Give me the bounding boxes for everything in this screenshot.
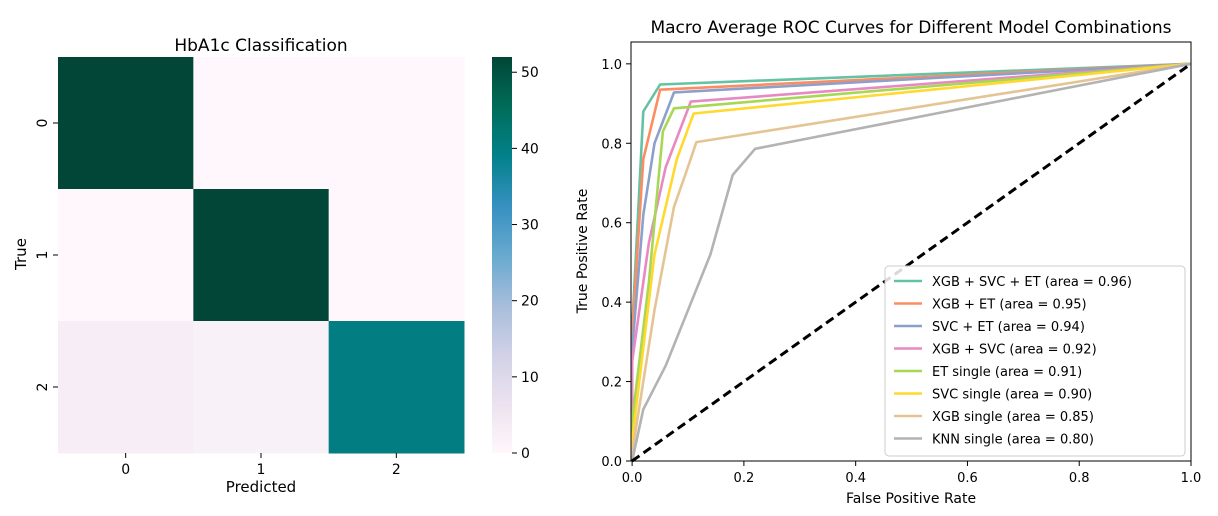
heatmap-cells: [58, 57, 465, 454]
heatmap-cell-0-0: [58, 57, 194, 190]
roc-legend-label: XGB + SVC + ET (area = 0.96): [932, 275, 1132, 290]
roc-x-tick-label: 0.4: [845, 471, 866, 486]
roc-xlabel: False Positive Rate: [846, 491, 976, 507]
heatmap-cell-1-1: [193, 189, 330, 322]
heatmap-cell-1-2: [328, 189, 465, 322]
roc-legend-label: XGB single (area = 0.85): [932, 410, 1094, 425]
colorbar-tick-label: 20: [521, 294, 539, 310]
heatmap-x-ticks: 0 1 2: [121, 453, 401, 478]
roc-x-tick-label: 0.0: [622, 471, 643, 486]
roc-chance-line: [631, 62, 1192, 463]
heatmap-x-tick-label: 0: [121, 462, 130, 478]
roc-y-tick-label: 0.4: [601, 296, 622, 311]
roc-legend-label: XGB + SVC (area = 0.92): [932, 343, 1097, 358]
heatmap-chart: HbA1c Classification 0 1 2 0 1 2 Predicted T…: [12, 36, 465, 496]
roc-series-line-5: [630, 62, 1192, 461]
heatmap-cell-2-1: [193, 321, 330, 454]
colorbar-gradient: [492, 57, 512, 453]
roc-title: Macro Average ROC Curves for Different M…: [650, 18, 1171, 38]
roc-legend-label: ET single (area = 0.91): [932, 365, 1082, 380]
heatmap-y-tick-label: 0: [35, 119, 51, 128]
heatmap-x-tick-label: 2: [392, 462, 401, 478]
roc-legend-box: [884, 265, 1186, 457]
colorbar-tick-label: 10: [521, 370, 539, 386]
roc-legend-label: XGB + ET (area = 0.95): [932, 298, 1087, 313]
roc-x-tick-label: 0.8: [1069, 471, 1090, 486]
roc-series-line-4: [630, 62, 1192, 461]
roc-x-tick-label: 0.6: [957, 471, 978, 486]
roc-y-tick-label: 1.0: [601, 58, 622, 73]
roc-series-line-6: [630, 62, 1192, 461]
heatmap-y-tick-label: 2: [35, 383, 51, 392]
roc-legend-label: SVC single (area = 0.90): [932, 388, 1092, 403]
heatmap-x-tick-label: 1: [257, 462, 266, 478]
roc-y-tick-label: 0.6: [601, 217, 622, 232]
roc-legend: XGB + SVC + ET (area = 0.96) XGB + ET (ar…: [884, 265, 1186, 457]
heatmap-cell-0-2: [328, 57, 465, 190]
roc-ticks: 0.0 0.2 0.4 0.6 0.8 1.0 0.0 0.2 0.4 0.6 0.8 1.0: [601, 58, 1201, 486]
heatmap-cell-0-1: [193, 57, 330, 190]
heatmap-title: HbA1c Classification: [174, 36, 347, 56]
roc-y-tick-label: 0.0: [601, 455, 622, 470]
colorbar-tick-label: 40: [521, 141, 539, 157]
roc-legend-label: SVC + ET (area = 0.94): [932, 320, 1085, 335]
roc-x-tick-label: 0.2: [734, 471, 755, 486]
roc-lines: [630, 62, 1192, 463]
heatmap-xlabel: Predicted: [226, 478, 296, 496]
colorbar-ticks: 0 10 20 30 40 50: [512, 65, 539, 462]
heatmap-y-ticks: 0 1 2: [35, 119, 58, 392]
heatmap-y-tick-label: 1: [35, 251, 51, 260]
roc-y-tick-label: 0.8: [601, 137, 622, 152]
roc-legend-label: KNN single (area = 0.80): [932, 433, 1094, 448]
roc-series-line-7: [630, 62, 1192, 462]
colorbar-tick-label: 50: [521, 65, 539, 81]
roc-ylabel: True Positive Rate: [575, 189, 591, 315]
heatmap-cell-2-2: [328, 321, 465, 454]
colorbar-tick-label: 30: [521, 218, 539, 234]
heatmap-ylabel: True: [12, 238, 30, 271]
colorbar: 0 10 20 30 40 50: [492, 57, 539, 462]
colorbar-tick-label: 0: [521, 446, 530, 462]
roc-y-tick-label: 0.2: [601, 376, 622, 391]
heatmap-cell-2-0: [58, 321, 194, 454]
roc-x-tick-label: 1.0: [1181, 471, 1202, 486]
heatmap-cell-1-0: [58, 189, 194, 322]
roc-chart: Macro Average ROC Curves for Different M…: [575, 18, 1201, 507]
roc-plot-frame: [630, 41, 1192, 462]
